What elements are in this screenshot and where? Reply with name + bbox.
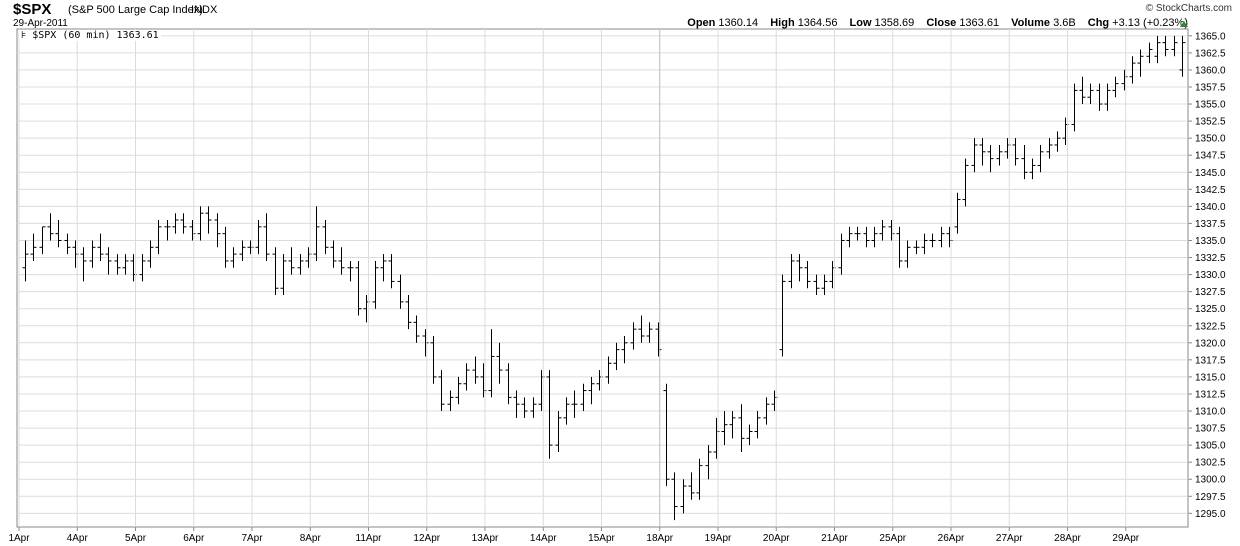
high-label: High: [770, 17, 795, 29]
x-tick-label: 4Apr: [67, 533, 89, 544]
site-credit[interactable]: © StockCharts.com: [1145, 3, 1232, 14]
y-tick-label: 1340.0: [1195, 202, 1226, 213]
y-tick-label: 1330.0: [1195, 270, 1226, 281]
y-tick-label: 1342.5: [1195, 185, 1226, 196]
x-tick-label: 21Apr: [821, 533, 848, 544]
y-tick-label: 1305.0: [1195, 441, 1226, 452]
high-value: 1364.56: [797, 17, 838, 29]
x-tick-label: 26Apr: [938, 533, 965, 544]
x-tick-label: 11Apr: [356, 533, 383, 544]
close-value: 1363.61: [959, 17, 1000, 29]
index-name: (S&P 500 Large Cap Index): [68, 4, 203, 16]
volume-value: 3.6B: [1053, 17, 1076, 29]
y-tick-label: 1315.0: [1195, 372, 1226, 383]
x-tick-label: 19Apr: [705, 533, 732, 544]
x-tick-label: 20Apr: [763, 533, 790, 544]
x-tick-label: 5Apr: [125, 533, 147, 544]
low-value: 1358.69: [874, 17, 915, 29]
volume-label: Volume: [1011, 17, 1051, 29]
y-tick-label: 1317.5: [1195, 355, 1226, 366]
y-tick-label: 1337.5: [1195, 219, 1226, 230]
up-arrow-icon: [1180, 21, 1188, 27]
close-label: Close: [926, 17, 957, 29]
legend-text: $SPX (60 min) 1363.61: [32, 30, 159, 41]
ohlc-bar-icon: ⊧: [21, 30, 27, 41]
open-label: Open: [687, 17, 716, 29]
y-tick-label: 1362.5: [1195, 48, 1226, 59]
y-tick-label: 1312.5: [1195, 389, 1226, 400]
y-tick-label: 1310.0: [1195, 407, 1226, 418]
y-tick-label: 1355.0: [1195, 100, 1226, 111]
y-tick-label: 1335.0: [1195, 236, 1226, 247]
chart-legend: ⊧ $SPX (60 min) 1363.61: [19, 30, 161, 41]
x-tick-label: 13Apr: [472, 533, 499, 544]
symbol-title: $SPX: [13, 1, 52, 18]
x-tick-label: 7Apr: [241, 533, 263, 544]
y-tick-label: 1345.0: [1195, 168, 1226, 179]
y-tick-label: 1332.5: [1195, 253, 1226, 264]
plot-area: [16, 28, 1189, 528]
ohlc-stats: Open 1360.14 High 1364.56 Low 1358.69 Close…: [687, 17, 1188, 29]
x-tick-label: 18Apr: [646, 533, 673, 544]
y-tick-label: 1327.5: [1195, 287, 1226, 298]
y-tick-label: 1307.5: [1195, 424, 1226, 435]
chg-label: Chg: [1087, 17, 1110, 29]
y-tick-label: 1357.5: [1195, 82, 1226, 93]
exchange-label: INDX: [191, 4, 218, 16]
y-tick-label: 1350.0: [1195, 134, 1226, 145]
y-tick-label: 1347.5: [1195, 151, 1226, 162]
y-tick-label: 1302.5: [1195, 458, 1226, 469]
y-tick-label: 1352.5: [1195, 117, 1226, 128]
x-tick-label: 25Apr: [879, 533, 906, 544]
y-tick-label: 1360.0: [1195, 65, 1226, 76]
x-tick-label: 29Apr: [1112, 533, 1139, 544]
open-value: 1360.14: [718, 17, 759, 29]
x-tick-label: 8Apr: [300, 533, 322, 544]
x-tick-label: 1Apr: [8, 533, 30, 544]
low-label: Low: [849, 17, 872, 29]
y-tick-label: 1300.0: [1195, 475, 1226, 486]
chart-date: 29-Apr-2011: [13, 18, 68, 29]
y-tick-label: 1322.5: [1195, 321, 1226, 332]
x-tick-label: 28Apr: [1054, 533, 1081, 544]
x-tick-label: 14Apr: [530, 533, 557, 544]
y-tick-label: 1320.0: [1195, 338, 1226, 349]
x-tick-label: 15Apr: [588, 533, 615, 544]
y-tick-label: 1297.5: [1195, 492, 1226, 503]
y-tick-label: 1365.0: [1195, 31, 1226, 42]
x-tick-label: 12Apr: [413, 533, 440, 544]
x-tick-label: 6Apr: [183, 533, 205, 544]
chg-value: +3.13 (+0.23%): [1112, 17, 1188, 29]
y-tick-label: 1325.0: [1195, 304, 1226, 315]
x-tick-label: 27Apr: [996, 533, 1023, 544]
y-tick-label: 1295.0: [1195, 509, 1226, 520]
